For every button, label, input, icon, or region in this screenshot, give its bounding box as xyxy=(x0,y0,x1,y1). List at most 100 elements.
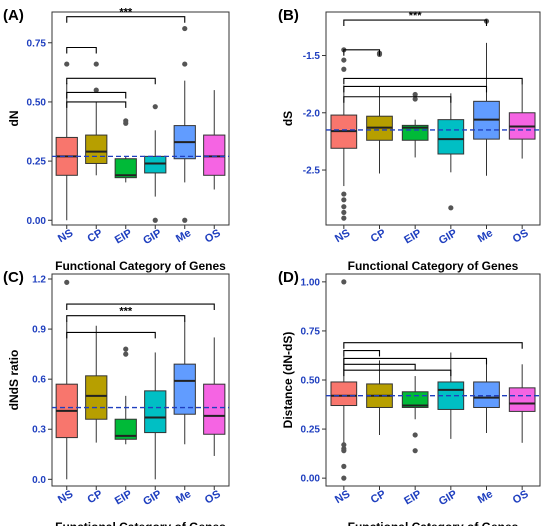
significance-bracket xyxy=(343,85,488,93)
box-gip xyxy=(437,93,465,211)
y-tick-label: 0.25 xyxy=(301,425,321,436)
x-tick-label: Me xyxy=(174,488,193,506)
y-tick-label: 0.75 xyxy=(301,326,321,337)
panel-b: (B) -2.5 -2.0 -1.5 dS NS CP EIP GIP Me OS Functiona… xyxy=(278,7,541,273)
box-iqr xyxy=(203,383,226,435)
plot-frame xyxy=(325,11,541,226)
significance-bracket xyxy=(343,363,416,371)
y-axis-title: dN xyxy=(7,111,21,127)
bracket-line xyxy=(343,85,488,93)
box-ns xyxy=(330,279,358,481)
bracket-line xyxy=(66,315,186,322)
x-axis-title: Functional Category of Genes xyxy=(55,259,226,273)
bracket-line xyxy=(343,77,523,85)
y-tick-label: 0.0 xyxy=(32,475,46,486)
box-gip xyxy=(144,352,167,480)
box-ns xyxy=(330,47,358,221)
outlier-point xyxy=(182,25,188,32)
outlier-point xyxy=(341,197,347,203)
significance-bracket: *** xyxy=(66,7,186,23)
y-tick-label: 0.75 xyxy=(27,38,47,49)
bracket-line xyxy=(66,46,97,54)
panel-label: (C) xyxy=(3,269,24,286)
box-gip xyxy=(144,104,167,223)
outlier-point xyxy=(93,61,99,67)
y-axis-title: dNdS ratio xyxy=(7,350,21,411)
outlier-point xyxy=(341,475,347,481)
box-ns xyxy=(55,61,78,221)
x-tick-label: Me xyxy=(476,227,495,245)
outlier-point xyxy=(341,463,347,469)
box-iqr xyxy=(144,390,167,434)
significance-bracket xyxy=(66,91,127,99)
outlier-point xyxy=(341,191,347,197)
bracket-line xyxy=(343,49,381,56)
y-tick-label: 0.9 xyxy=(32,325,46,336)
outlier-point xyxy=(341,448,347,454)
x-tick-label: OS xyxy=(203,488,223,506)
box-cp xyxy=(366,50,393,174)
x-axis-title: Functional Category of Genes xyxy=(348,259,519,273)
panel-label: (B) xyxy=(278,7,299,24)
box-iqr xyxy=(473,381,500,408)
x-tick-label: NS xyxy=(333,227,352,245)
y-tick-label: 0.50 xyxy=(301,376,321,387)
significance-bracket xyxy=(343,49,381,56)
outlier-point xyxy=(182,61,188,67)
box-iqr xyxy=(330,381,358,407)
box-iqr xyxy=(401,124,429,141)
outlier-point xyxy=(412,96,418,102)
x-tick-label: GIP xyxy=(141,227,163,247)
outlier-point xyxy=(412,448,418,454)
x-tick-label: CP xyxy=(369,488,388,506)
box-iqr xyxy=(437,119,465,155)
outlier-point xyxy=(341,442,347,448)
box-cp xyxy=(366,360,393,435)
box-me xyxy=(473,18,500,176)
x-axis-title: Functional Category of Genes xyxy=(55,520,226,526)
bracket-line xyxy=(66,91,127,99)
y-tick-label: 0.50 xyxy=(27,97,47,108)
outlier-point xyxy=(341,215,347,221)
x-tick-label: NS xyxy=(333,488,352,506)
box-me xyxy=(173,320,196,445)
box-os xyxy=(203,337,226,456)
outlier-point xyxy=(93,87,99,93)
box-eip xyxy=(114,118,137,183)
bracket-line xyxy=(66,77,156,85)
y-tick-label: -2.5 xyxy=(303,166,321,177)
y-axis-title: Distance (dN-dS) xyxy=(281,332,295,429)
y-tick-label: 0.3 xyxy=(32,425,46,436)
outlier-point xyxy=(123,351,129,357)
y-tick-label: 0.6 xyxy=(32,375,46,386)
significance-bracket: *** xyxy=(66,306,186,322)
box-iqr xyxy=(173,363,196,415)
outlier-point xyxy=(341,66,347,72)
box-iqr xyxy=(508,387,536,412)
significance-bracket xyxy=(66,101,127,108)
x-tick-label: EIP xyxy=(113,227,134,246)
x-tick-label: OS xyxy=(511,227,531,245)
bracket-line xyxy=(343,19,488,27)
significance-bracket xyxy=(343,369,452,377)
bracket-line xyxy=(66,101,127,108)
y-tick-label: -2.0 xyxy=(303,108,321,119)
box-iqr xyxy=(114,418,137,440)
box-iqr xyxy=(85,134,108,164)
box-me xyxy=(173,25,196,223)
bracket-line xyxy=(343,363,416,371)
panel-d: (D) 0.00 0.25 0.50 0.75 1.00 Distance (dN-dS) N… xyxy=(278,269,541,526)
y-tick-label: 1.2 xyxy=(32,275,46,286)
outlier-point xyxy=(152,217,158,223)
significance-label: *** xyxy=(119,306,133,318)
panel-label: (D) xyxy=(278,269,299,286)
bracket-line xyxy=(66,331,156,339)
significance-bracket xyxy=(66,303,215,311)
x-tick-label: GIP xyxy=(437,488,459,508)
box-os xyxy=(203,90,226,190)
y-tick-label: -1.5 xyxy=(303,51,321,62)
panel-label: (A) xyxy=(3,7,24,24)
significance-bracket xyxy=(66,46,97,54)
y-tick-label: 0.00 xyxy=(301,474,321,485)
x-tick-label: Me xyxy=(174,227,193,245)
